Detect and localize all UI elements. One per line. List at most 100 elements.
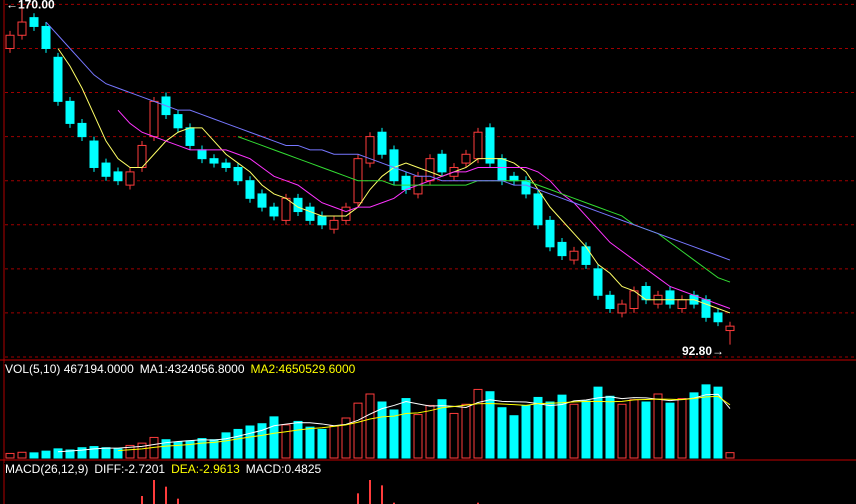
legend-backdrop	[249, 363, 251, 364]
volume-bar	[269, 416, 279, 459]
candle-body	[593, 268, 603, 296]
candle-body	[461, 153, 471, 164]
volume-bar	[221, 432, 231, 459]
legend-backdrop	[4, 463, 5, 464]
candle-body	[5, 34, 15, 49]
volume-bar	[629, 399, 639, 459]
max-price-label: ←170.00	[6, 0, 55, 12]
volume-bar	[377, 401, 387, 459]
volume-bar	[545, 401, 555, 459]
volume-bar	[365, 393, 375, 459]
candle-body	[17, 21, 27, 36]
candle-body	[197, 149, 207, 160]
volume-bar	[137, 442, 147, 459]
candle-body	[677, 299, 687, 310]
volume-bar	[113, 448, 123, 459]
volume-bar	[557, 394, 567, 459]
candle-body	[29, 17, 39, 27]
volume-bar	[305, 426, 315, 459]
candle-body	[485, 127, 495, 164]
volume-bar	[257, 423, 267, 459]
volume-bar	[581, 400, 591, 459]
candle-body	[77, 122, 87, 138]
volume-bar	[677, 398, 687, 459]
volume-bar	[389, 409, 399, 459]
candle-body	[101, 162, 111, 177]
legend-backdrop	[138, 363, 140, 364]
candle-body	[41, 25, 51, 49]
legend-backdrop	[170, 463, 172, 464]
volume-bar	[281, 424, 291, 459]
legend-entry: MA1:4324056.8000	[140, 362, 245, 376]
volume-bar	[653, 393, 663, 459]
volume-bar	[29, 452, 39, 459]
volume-bar	[161, 439, 171, 459]
volume-bar	[77, 447, 87, 459]
candle-body	[569, 250, 579, 261]
volume-bar	[125, 444, 135, 459]
volume-bar	[41, 450, 51, 459]
volume-bar	[293, 420, 303, 459]
legend-entry: DIFF:-2.7201	[94, 462, 165, 476]
volume-bar	[245, 425, 255, 459]
legend-band	[5, 362, 856, 377]
volume-bar	[5, 452, 15, 459]
candle-body	[173, 114, 183, 129]
candle-body	[401, 175, 411, 191]
legend-backdrop	[4, 363, 5, 364]
candle-body	[377, 131, 387, 155]
volume-bar	[173, 441, 183, 459]
volume-bar	[353, 402, 363, 459]
candle-body	[581, 246, 591, 265]
volume-bar	[725, 452, 735, 459]
volume-bar	[473, 388, 483, 459]
candle-body	[257, 193, 267, 208]
min-price-label: 92.80→	[682, 344, 724, 358]
volume-bar	[605, 395, 615, 459]
volume-bar	[497, 407, 507, 459]
volume-bar	[53, 448, 63, 459]
volume-bar	[593, 386, 603, 459]
candle-body	[509, 175, 519, 182]
candle-body	[221, 162, 231, 168]
candle-body	[617, 303, 627, 314]
candle-body	[557, 241, 567, 257]
volume-bar	[509, 415, 519, 459]
candle-body	[665, 290, 675, 305]
candle-body	[701, 299, 711, 318]
legend-backdrop	[244, 463, 246, 464]
candle-body	[293, 197, 303, 213]
moving-average-line	[45, 21, 731, 261]
candle-body	[389, 149, 399, 182]
candle-body	[341, 206, 351, 221]
volume-bar	[17, 451, 27, 459]
moving-average-line	[117, 109, 731, 309]
legend-entry: MACD(26,12,9)	[5, 462, 88, 476]
volume-bar	[665, 402, 675, 459]
candle-body	[281, 197, 291, 221]
volume-bar	[461, 403, 471, 459]
volume-bar	[617, 403, 627, 459]
volume-bar	[641, 401, 651, 459]
candle-body	[149, 100, 159, 138]
candle-body	[713, 312, 723, 323]
candle-body	[329, 219, 339, 230]
volume-bar	[341, 417, 351, 459]
volume-bar	[521, 404, 531, 459]
volume-bar	[65, 449, 75, 459]
candle-body	[209, 158, 219, 164]
candle-body	[269, 206, 279, 217]
volume-bar	[185, 440, 195, 459]
volume-bar	[317, 428, 327, 459]
volume-bar	[233, 428, 243, 459]
candle-body	[245, 180, 255, 199]
candle-body	[305, 206, 315, 221]
candle-body	[521, 180, 531, 195]
candle-body	[65, 100, 75, 124]
candle-body	[725, 325, 735, 332]
candle-body	[125, 171, 135, 186]
legend-entry: DEA:-2.9613	[171, 462, 240, 476]
legend-entry: VOL(5,10) 467194.0000	[5, 362, 134, 376]
